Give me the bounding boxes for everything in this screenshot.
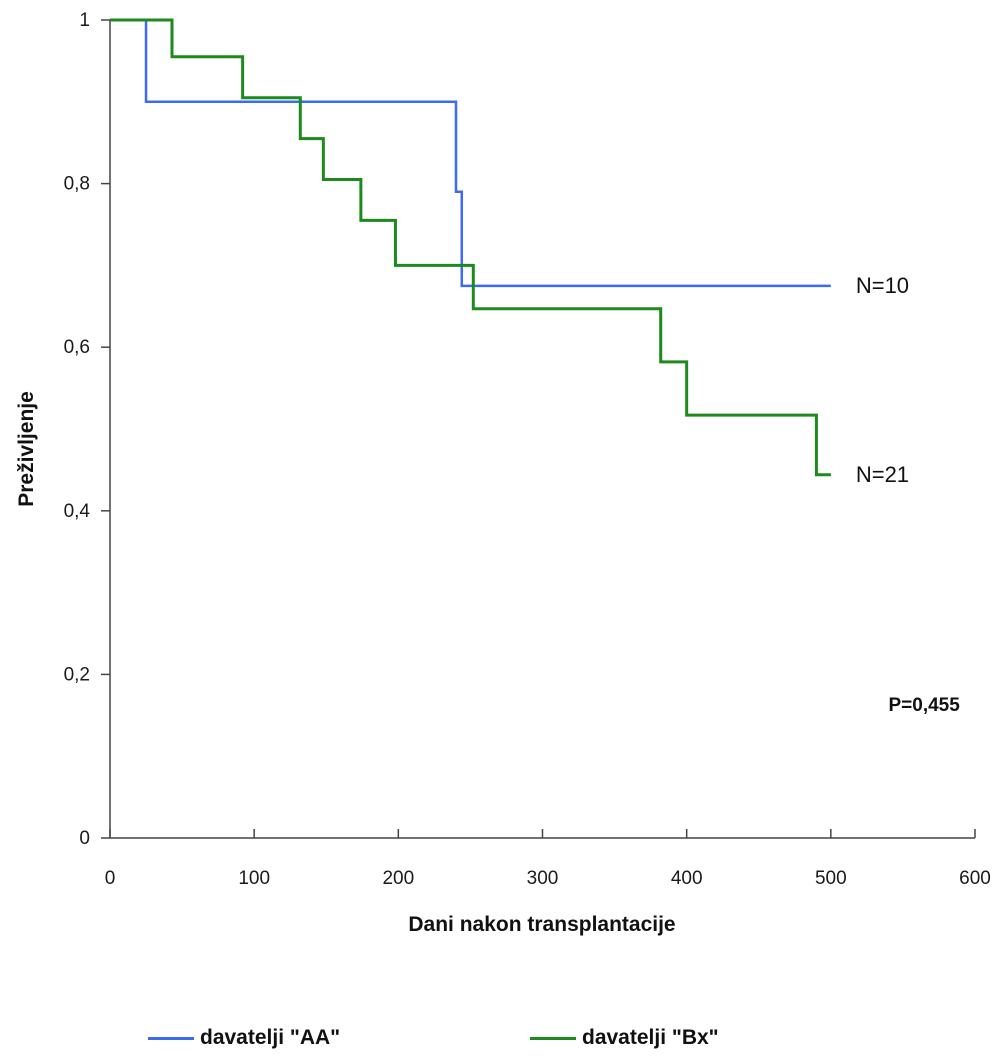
annotations: P=0,455: [889, 695, 961, 716]
x-axis-title: Dani nakon transplantacije: [408, 913, 675, 936]
p-value-annotation: P=0,455: [889, 695, 961, 716]
tick-labels: 0 100 200 300 400 500 600 0 0,2 0,4 0,6 0,8 1: [64, 10, 991, 889]
x-tick-label: 200: [382, 868, 414, 889]
x-tick-label: 300: [527, 868, 559, 889]
series-line-bx: [110, 18, 831, 477]
x-tick-label: 0: [105, 868, 116, 889]
legend-swatch-bx: [530, 1036, 576, 1040]
y-tick-label: 0: [79, 828, 90, 849]
series-end-label-bx: N=21: [856, 462, 909, 487]
x-tick-label: 100: [238, 868, 270, 889]
series-line-aa: [110, 18, 831, 288]
legend-label-aa: davatelji "AA": [200, 1026, 341, 1049]
x-tick-label: 500: [815, 868, 847, 889]
legend: davatelji "AA" davatelji "Bx": [0, 1026, 998, 1056]
y-tick-label: 1: [79, 10, 90, 31]
legend-label-bx: davatelji "Bx": [582, 1026, 719, 1049]
y-tick-label: 0,4: [64, 501, 91, 522]
series-layer: N=10 N=21: [110, 18, 909, 487]
x-tick-label: 400: [671, 868, 703, 889]
series-end-label-aa: N=10: [856, 273, 909, 298]
axes: [101, 19, 976, 839]
y-tick-label: 0,2: [64, 664, 90, 685]
y-axis-title: Preživljenje: [15, 391, 38, 507]
legend-swatch-aa: [148, 1036, 194, 1040]
y-tick-label: 0,6: [64, 337, 90, 358]
legend-item-aa: davatelji "AA": [148, 1026, 340, 1050]
x-tick-label: 600: [959, 868, 991, 889]
legend-item-bx: davatelji "Bx": [530, 1026, 719, 1050]
y-tick-label: 0,8: [64, 174, 90, 195]
